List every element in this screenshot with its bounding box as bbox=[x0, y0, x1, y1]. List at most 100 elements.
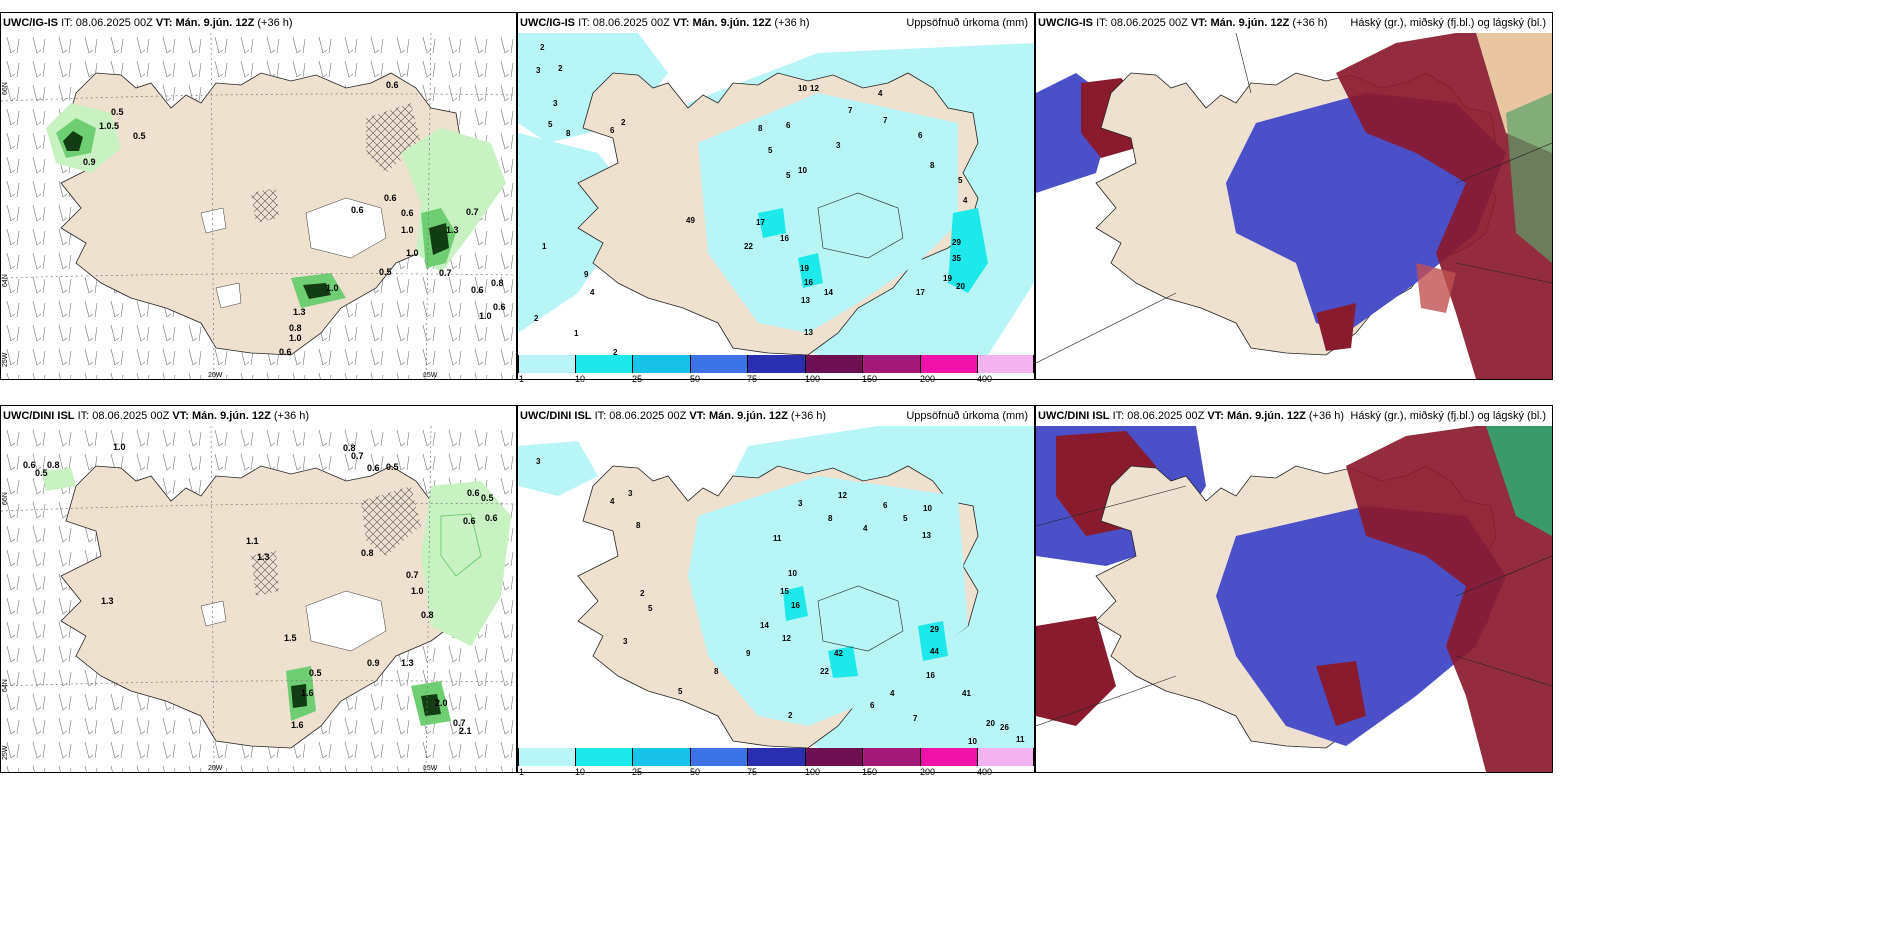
value-label: 6 bbox=[918, 131, 923, 140]
value-label: 10 bbox=[968, 737, 977, 746]
colorbar-cell bbox=[748, 748, 806, 766]
lon-label-15: 15W bbox=[423, 765, 438, 772]
value-label: 0.5 bbox=[133, 131, 146, 141]
value-label: 1.0 bbox=[406, 248, 419, 258]
panel-title: UWC/IG-IS IT: 08.06.2025 00Z VT: Mán. 9.… bbox=[3, 17, 293, 29]
value-label: 4 bbox=[890, 689, 895, 698]
panel-ig-clouds: UWC/IG-IS IT: 08.06.2025 00Z VT: Mán. 9.… bbox=[1035, 12, 1553, 380]
value-label: 3 bbox=[536, 66, 541, 75]
value-label: 15 bbox=[780, 587, 789, 596]
value-label: 1.6 bbox=[301, 688, 314, 698]
panel-dini-clouds: UWC/DINI ISL IT: 08.06.2025 00Z VT: Mán.… bbox=[1035, 405, 1553, 773]
panel-title: UWC/IG-IS IT: 08.06.2025 00Z VT: Mán. 9.… bbox=[518, 13, 1034, 33]
value-label: 9 bbox=[584, 270, 589, 279]
value-label: 0.8 bbox=[491, 278, 504, 288]
value-label: 0.6 bbox=[386, 80, 399, 90]
value-label: 5 bbox=[548, 120, 553, 129]
value-label: 1.5 bbox=[284, 633, 297, 643]
value-label: 1.0 bbox=[411, 586, 424, 596]
value-label: 0.6 bbox=[367, 463, 380, 473]
value-label: 12 bbox=[810, 84, 819, 93]
value-label: 0.7 bbox=[406, 570, 419, 580]
value-label: 0.7 bbox=[439, 268, 452, 278]
value-label: 22 bbox=[820, 667, 829, 676]
value-label: 11 bbox=[773, 534, 782, 543]
value-label: 1.0.5 bbox=[99, 121, 119, 131]
value-label: 8 bbox=[758, 124, 763, 133]
value-label: 9 bbox=[746, 649, 751, 658]
value-label: 6 bbox=[610, 126, 615, 135]
lon-label-15: 15W bbox=[423, 372, 438, 379]
value-label: 10 bbox=[923, 504, 932, 513]
value-label: 1.1 bbox=[246, 536, 259, 546]
value-label: 0.8 bbox=[361, 548, 374, 558]
value-label: 13 bbox=[922, 531, 931, 540]
colorbar-cell bbox=[863, 748, 921, 766]
value-label: 0.6 bbox=[23, 460, 36, 470]
value-label: 1 bbox=[574, 329, 579, 338]
value-label: 1.3 bbox=[293, 307, 306, 317]
lat-label-66: 66N bbox=[2, 492, 9, 505]
colorbar-cell bbox=[921, 748, 978, 766]
value-label: 26 bbox=[1000, 723, 1009, 732]
value-label: 1.0 bbox=[113, 442, 126, 452]
value-label: 12 bbox=[838, 491, 847, 500]
map-clouds bbox=[1036, 426, 1552, 772]
value-label: 0.6 bbox=[384, 193, 397, 203]
value-label: 22 bbox=[744, 242, 753, 251]
colorbar-cell bbox=[633, 748, 691, 766]
value-label: 11 bbox=[1016, 735, 1025, 744]
value-label: 3 bbox=[623, 637, 628, 646]
precip-value-labels: 0.6 0.5 1.0.5 0.5 0.9 0.6 0.6 0.7 0.6 1.… bbox=[83, 80, 506, 357]
colorbar-cell bbox=[576, 355, 633, 373]
value-label: 49 bbox=[686, 216, 695, 225]
map-accum-precip: 2 3 2 3 5 8 6 2 10 12 8 5 6 7 4 3 5 7 10… bbox=[518, 33, 1034, 355]
value-label: 0.7 bbox=[351, 451, 364, 461]
value-label: 8 bbox=[636, 521, 641, 530]
value-label: 4 bbox=[963, 196, 968, 205]
colorbar-cell bbox=[806, 355, 863, 373]
value-label: 2 bbox=[534, 314, 539, 323]
colorbar-cell bbox=[978, 748, 1034, 766]
colorbar bbox=[518, 748, 1034, 766]
panel-dini-accum-precip: UWC/DINI ISL IT: 08.06.2025 00Z VT: Mán.… bbox=[517, 405, 1035, 773]
panel-subtitle: Háský (gr.), miðský (fj.bl.) og lágský (… bbox=[1350, 410, 1546, 422]
panel-subtitle: Uppsöfnuð úrkoma (mm) bbox=[906, 17, 1028, 29]
value-label: 5 bbox=[958, 176, 963, 185]
value-label: 1 bbox=[542, 242, 547, 251]
value-label: 1.0 bbox=[289, 333, 302, 343]
value-label: 4 bbox=[863, 524, 868, 533]
value-label: 16 bbox=[926, 671, 935, 680]
colorbar-cell bbox=[691, 355, 748, 373]
value-label: 7 bbox=[848, 106, 853, 115]
panel-subtitle: Uppsöfnuð úrkoma (mm) bbox=[906, 410, 1028, 422]
value-label: 2 bbox=[540, 43, 545, 52]
panel-dini-wind-precip: UWC/DINI ISL IT: 08.06.2025 00Z VT: Mán.… bbox=[0, 405, 517, 773]
value-label: 0.7 bbox=[453, 718, 466, 728]
map-wind-precip: 0.6 0.5 1.0.5 0.5 0.9 0.6 0.6 0.7 0.6 1.… bbox=[1, 33, 516, 379]
value-label: 2 bbox=[613, 348, 618, 355]
map-wind-precip: 0.6 0.8 0.5 1.0 0.8 0.7 0.6 0.5 0.6 0.5 … bbox=[1, 426, 516, 772]
value-label: 14 bbox=[760, 621, 769, 630]
value-label: 5 bbox=[768, 146, 773, 155]
colorbar-cell bbox=[978, 355, 1034, 373]
value-label: 20 bbox=[986, 719, 995, 728]
value-label: 12 bbox=[782, 634, 791, 643]
value-label: 8 bbox=[566, 129, 571, 138]
value-label: 41 bbox=[962, 689, 971, 698]
value-label: 6 bbox=[883, 501, 888, 510]
lon-label-25: 25W bbox=[2, 352, 9, 367]
value-label: 44 bbox=[930, 647, 939, 656]
lat-label-64: 64N bbox=[2, 274, 9, 287]
value-label: 16 bbox=[791, 601, 800, 610]
value-label: 0.5 bbox=[386, 462, 399, 472]
value-label: 0.5 bbox=[481, 493, 494, 503]
value-label: 1.0 bbox=[479, 311, 492, 321]
value-label: 4 bbox=[878, 89, 883, 98]
value-label: 2.1 bbox=[459, 726, 472, 736]
panel-ig-accum-precip: UWC/IG-IS IT: 08.06.2025 00Z VT: Mán. 9.… bbox=[517, 12, 1035, 380]
map-accum-precip: 3 4 3 8 2 5 12 8 6 3 5 4 10 11 13 10 15 … bbox=[518, 426, 1034, 748]
value-label: 20 bbox=[956, 282, 965, 291]
value-label: 3 bbox=[836, 141, 841, 150]
value-label: 8 bbox=[930, 161, 935, 170]
